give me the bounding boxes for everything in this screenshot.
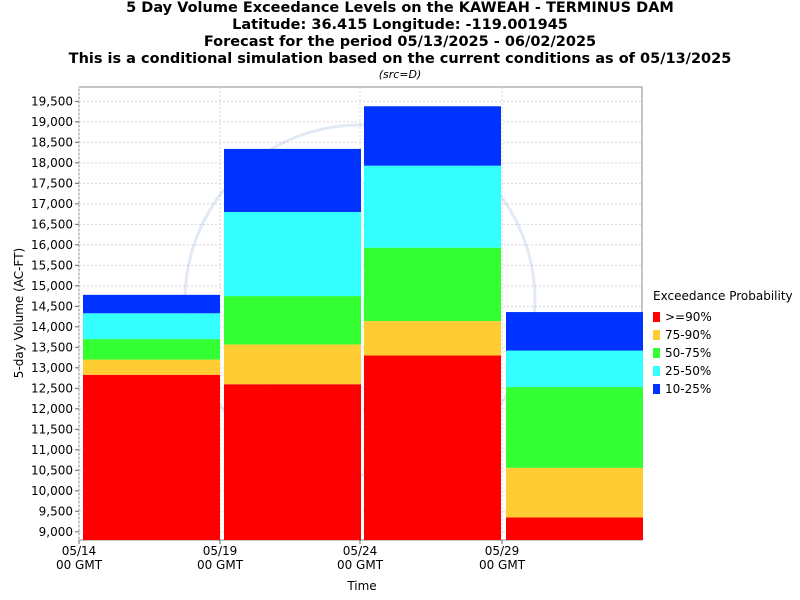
bar-segment (83, 294, 220, 314)
x-tick-sublabel: 00 GMT (197, 558, 244, 572)
legend-label-50-75: 50-75% (665, 346, 712, 360)
bar-segment (83, 339, 220, 360)
y-tick-label: 18,000 (31, 156, 73, 170)
y-tick-label: 9,000 (39, 525, 73, 539)
y-tick-label: 18,500 (31, 135, 73, 149)
legend-label-10-25: 10-25% (665, 382, 712, 396)
y-tick-label: 15,500 (31, 258, 73, 272)
y-tick-label: 12,000 (31, 402, 73, 416)
legend-item-ge90: >=90% (653, 308, 793, 326)
chart-title-line-2: Latitude: 36.415 Longitude: -119.001945 (232, 17, 568, 33)
y-tick-label: 10,500 (31, 463, 73, 477)
legend-label-ge90: >=90% (665, 310, 712, 324)
legend-label-75-90: 75-90% (665, 328, 712, 342)
y-tick-label: 12,500 (31, 381, 73, 395)
y-tick-label: 16,500 (31, 217, 73, 231)
y-tick-label: 11,000 (31, 443, 73, 457)
legend-item-75-90: 75-90% (653, 326, 793, 344)
bar-segment (83, 374, 220, 540)
bar-segment (364, 355, 501, 540)
bar-segment (83, 313, 220, 340)
y-tick-label: 9,500 (39, 504, 73, 518)
y-tick-label: 19,500 (31, 94, 73, 108)
y-tick-label: 13,500 (31, 340, 73, 354)
bar-segment (224, 212, 361, 297)
legend-label-25-50: 25-50% (665, 364, 712, 378)
y-tick-label: 13,000 (31, 361, 73, 375)
legend-swatch-25-50 (653, 366, 660, 376)
legend-item-50-75: 50-75% (653, 344, 793, 362)
x-tick-sublabel: 00 GMT (479, 558, 526, 572)
y-tick-label: 17,000 (31, 197, 73, 211)
y-tick-label: 17,500 (31, 176, 73, 190)
y-axis-ticks: 9,000 9,500 10,000 10,500 11,000 11,500 12,000… (31, 94, 79, 539)
legend-swatch-50-75 (653, 348, 660, 358)
x-tick-label: 05/14 (62, 544, 97, 558)
y-tick-label: 11,500 (31, 422, 73, 436)
bar-segment (364, 106, 501, 166)
bar-segment (83, 359, 220, 375)
legend-item-10-25: 10-25% (653, 380, 793, 398)
bar-segment (506, 350, 643, 388)
x-tick-label: 05/24 (343, 544, 378, 558)
y-tick-label: 10,000 (31, 484, 73, 498)
chart-title-line-1: 5 Day Volume Exceedance Levels on the KA… (126, 0, 674, 16)
y-tick-label: 19,000 (31, 115, 73, 129)
y-tick-label: 14,500 (31, 299, 73, 313)
bar-segment (506, 467, 643, 518)
legend-swatch-10-25 (653, 384, 660, 394)
bar-segment (364, 247, 501, 322)
x-tick-sublabel: 00 GMT (337, 558, 384, 572)
x-axis-label: Time (346, 579, 376, 593)
x-tick-label: 05/19 (203, 544, 238, 558)
legend-swatch-75-90 (653, 330, 660, 340)
y-tick-label: 16,000 (31, 238, 73, 252)
bar-segment (506, 312, 643, 351)
x-tick-label: 05/29 (485, 544, 520, 558)
y-tick-label: 14,000 (31, 320, 73, 334)
bar-segment (224, 148, 361, 213)
bar-segment (506, 387, 643, 468)
chart-title-block: 5 Day Volume Exceedance Levels on the KA… (0, 0, 800, 82)
bar-segment (364, 321, 501, 356)
bar-segment (224, 296, 361, 345)
chart-title-line-3: Forecast for the period 05/13/2025 - 06/… (203, 34, 597, 50)
y-tick-label: 15,000 (31, 279, 73, 293)
bar-segment (506, 517, 643, 540)
chart-subtitle: (src=D) (378, 68, 422, 81)
bar-stacks (83, 106, 643, 540)
legend-swatch-ge90 (653, 312, 660, 322)
chart-title-line-4: This is a conditional simulation based o… (68, 51, 732, 67)
bar-segment (364, 165, 501, 248)
y-axis-label: 5-day Volume (AC-FT) (12, 248, 26, 378)
legend-item-25-50: 25-50% (653, 362, 793, 380)
legend-title: Exceedance Probability (653, 289, 793, 303)
bar-segment (224, 384, 361, 540)
bar-segment (224, 344, 361, 385)
x-tick-sublabel: 00 GMT (56, 558, 103, 572)
legend: Exceedance Probability >=90% 75-90% 50-7… (653, 289, 793, 398)
